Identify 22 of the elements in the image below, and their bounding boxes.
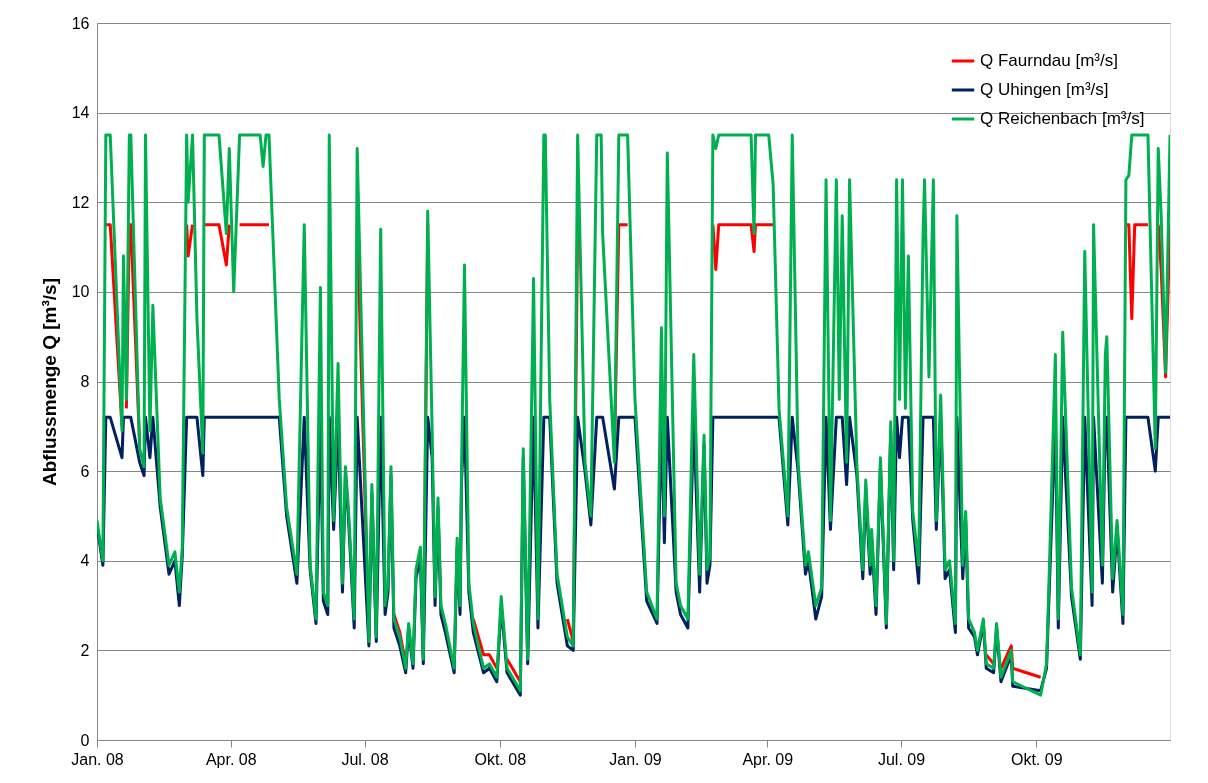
line-series — [97, 133, 1170, 697]
y-tick-label: 12 — [71, 193, 90, 211]
y-tick-label: 14 — [71, 104, 90, 122]
x-tick-label: Jul. 09 — [877, 750, 926, 768]
y-tick-label: 2 — [80, 641, 90, 659]
legend-label: Q Uhingen [m³/s] — [980, 80, 1109, 99]
x-tick-label: Okt. 09 — [1010, 750, 1063, 768]
y-tick-label: 10 — [71, 283, 90, 301]
y-tick-label: 16 — [71, 14, 90, 32]
x-tick-label: Jan. 08 — [71, 750, 124, 768]
y-axis-title: Abflussmenge Q [m³/s] — [38, 278, 60, 486]
x-tick-label: Apr. 08 — [205, 750, 257, 768]
legend-label: Q Faurndau [m³/s] — [980, 51, 1118, 70]
y-tick-label: 4 — [80, 552, 90, 570]
y-tick-label: 6 — [80, 462, 90, 480]
x-tick-label: Okt. 08 — [474, 750, 527, 768]
legend-label: Q Reichenbach [m³/s] — [980, 109, 1145, 128]
x-tick-label: Apr. 09 — [742, 750, 794, 768]
x-tick-label: Jan. 09 — [609, 750, 662, 768]
x-tick-label: Jul. 08 — [341, 750, 389, 768]
y-tick-label: 8 — [80, 373, 90, 390]
y-tick-label: 0 — [80, 731, 90, 749]
